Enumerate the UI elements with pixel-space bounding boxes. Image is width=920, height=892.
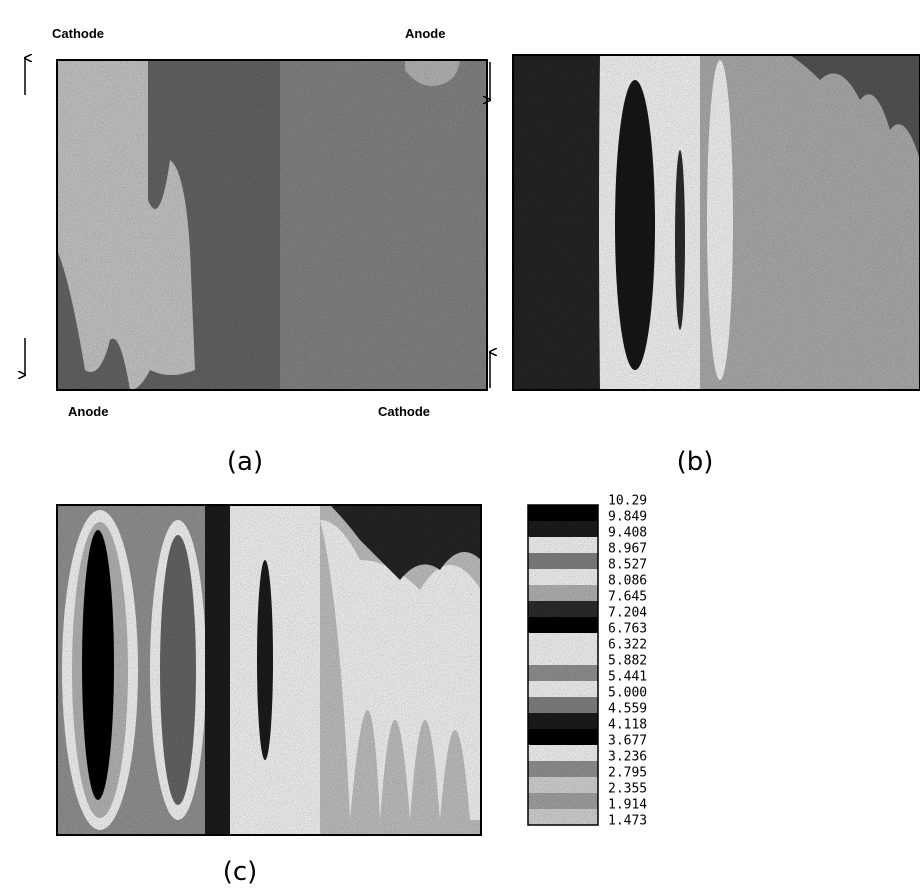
colorbar-swatch [528,681,598,697]
colorbar-swatch [528,505,598,521]
colorbar-swatch [528,729,598,745]
colorbar-label: 2.355 [608,782,647,797]
colorbar-swatch [528,521,598,537]
colorbar-swatch [528,809,598,825]
panel-a: Cathode Anode Anode Cathode (a) [25,26,490,477]
colorbar-label: 4.559 [608,702,647,717]
colorbar-label: 8.086 [608,574,647,589]
colorbar-label: 5.882 [608,654,647,669]
colorbar-swatch [528,713,598,729]
colorbar-label: 6.763 [608,622,647,637]
colorbar-label: 9.849 [608,510,647,525]
panel-c: (c) [56,504,482,887]
colorbar-label: 7.204 [608,606,647,621]
panel-b: (b) [512,54,920,477]
colorbar-label: 2.795 [608,766,647,781]
panel-label: (b) [677,447,714,477]
colorbar-label: 1.473 [608,814,647,829]
colorbar-label: 9.408 [608,526,647,541]
colorbar-label: 4.118 [608,718,647,733]
colorbar-label: 8.527 [608,558,647,573]
colorbar-frame [527,504,599,826]
colorbar-label: 6.322 [608,638,647,653]
electrode-label: Cathode [378,404,430,419]
colorbar-label: 5.441 [608,670,647,685]
colorbar-swatch [528,777,598,793]
colorbar-swatch [528,793,598,809]
electrode-label: Anode [68,404,108,419]
colorbar-swatch [528,649,598,665]
panel-label: (a) [227,447,263,477]
colorbar-label: 5.000 [608,686,647,701]
electrode-label: Anode [405,26,445,41]
colorbar-swatch [528,745,598,761]
colorbar-swatch [528,633,598,649]
colorbar-label: 3.677 [608,734,647,749]
colorbar-label: 10.29 [608,494,647,509]
colorbar-swatch [528,617,598,633]
colorbar-label: 7.645 [608,590,647,605]
colorbar-swatch [528,601,598,617]
colorbar: 10.299.8499.4088.9678.5278.0867.6457.204… [527,494,647,829]
colorbar-swatch [528,537,598,553]
colorbar-swatch [528,585,598,601]
colorbar-label: 1.914 [608,798,647,813]
colorbar-label: 3.236 [608,750,647,765]
colorbar-swatch [528,761,598,777]
electrode-label: Cathode [52,26,104,41]
colorbar-swatch [528,569,598,585]
colorbar-swatch [528,665,598,681]
panel-label: (c) [223,857,258,887]
colorbar-swatch [528,697,598,713]
colorbar-label: 8.967 [608,542,647,557]
colorbar-swatch [528,553,598,569]
